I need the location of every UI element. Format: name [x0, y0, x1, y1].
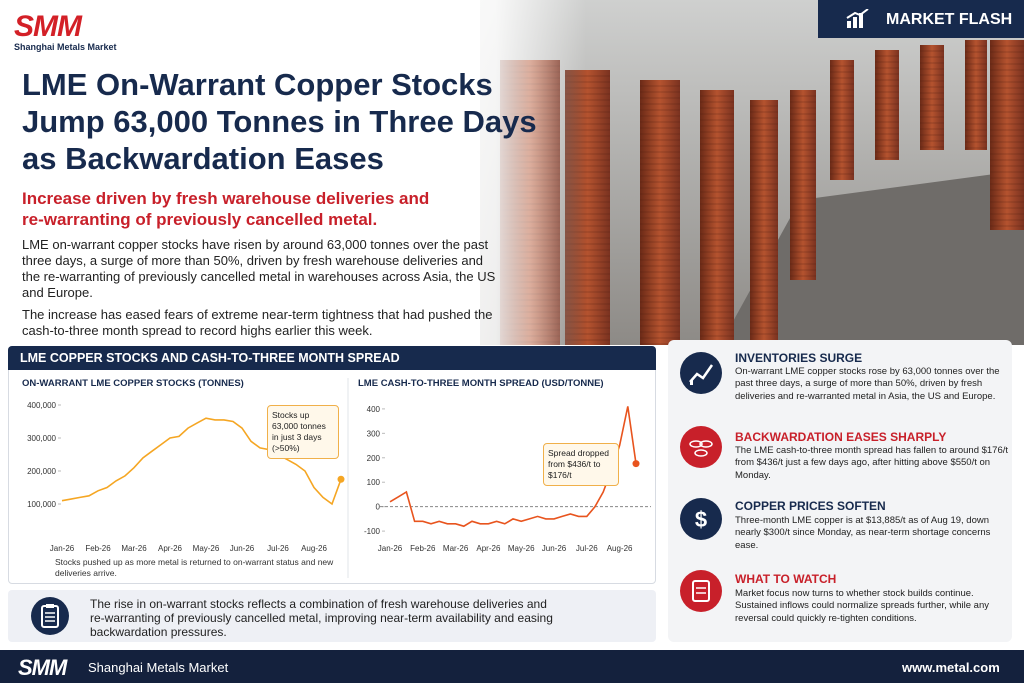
svg-text:$: $	[695, 507, 707, 532]
subhead-line: Increase driven by fresh warehouse deliv…	[22, 189, 430, 208]
brand: SMM Shanghai Metals Market	[14, 10, 117, 53]
annotation: Stocks up 63,000 tonnes in just 3 days (…	[267, 405, 339, 459]
footer-logo: SMM	[18, 655, 67, 680]
headline-line: Jump 63,000 Tonnes in Three Days	[22, 104, 537, 139]
subhead: Increase driven by fresh warehouse deliv…	[22, 188, 429, 230]
panel-title: LME COPPER STOCKS AND CASH-TO-THREE MONT…	[8, 346, 656, 370]
sidebar-title: COPPER PRICES SOFTEN	[735, 499, 886, 513]
chart-note: Stocks pushed up as more metal is return…	[55, 557, 334, 578]
footer-url: www.metal.com	[902, 660, 1000, 675]
sidebar-title: WHAT TO WATCH	[735, 572, 837, 586]
subhead-line: re-warranting of previously cancelled me…	[22, 210, 378, 229]
brand-name: Shanghai Metals Market	[14, 42, 117, 52]
sidebar-body: Three-month LME copper is at $13,885/t a…	[735, 515, 991, 551]
sidebar-body: The LME cash-to-three month spread has f…	[735, 445, 1009, 481]
takeaway-box	[8, 590, 656, 642]
footer: SMM Shanghai Metals Market www.metal.com	[0, 650, 1024, 683]
sidebar-title: BACKWARDATION EASES SHARPLY	[735, 430, 947, 444]
headline-line: as Backwardation Eases	[22, 141, 384, 176]
copper-photo	[380, 0, 1024, 345]
annotation: Spread dropped from $436/t to $176/t	[543, 443, 619, 486]
badge: MARKET FLASH	[818, 0, 1024, 38]
paragraph: The increase has eased fears of extreme …	[22, 307, 493, 338]
takeaway-icon	[31, 597, 69, 635]
sidebar	[668, 340, 1012, 642]
sidebar-body: On-warrant LME copper stocks rose by 63,…	[735, 366, 1000, 402]
takeaway-text: The rise in on-warrant stocks reflects a…	[90, 597, 553, 639]
sidebar-title: INVENTORIES SURGE	[735, 351, 863, 365]
sidebar-icons: $	[680, 352, 722, 612]
paragraph: LME on-warrant copper stocks have risen …	[22, 237, 496, 300]
badge-icon	[846, 9, 869, 28]
headline: LME On-Warrant Copper Stocks Jump 63,000…	[22, 66, 537, 177]
badge-text: MARKET FLASH	[886, 11, 1013, 28]
headline-line: LME On-Warrant Copper Stocks	[22, 67, 493, 102]
footer-name: Shanghai Metals Market	[88, 660, 229, 675]
brand-logo: SMM	[14, 10, 82, 43]
sidebar-body: Market focus now turns to whether stock …	[735, 588, 989, 624]
